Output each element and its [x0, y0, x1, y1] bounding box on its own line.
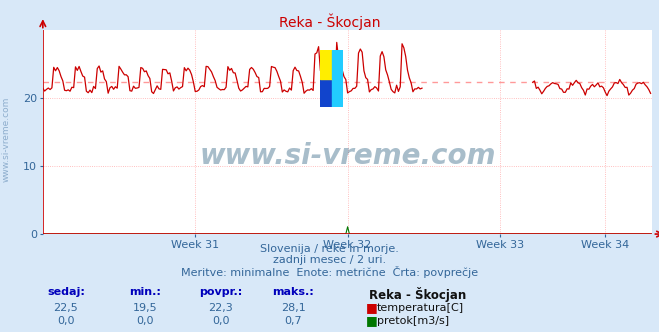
Text: sedaj:: sedaj: — [47, 287, 85, 297]
Text: 19,5: 19,5 — [132, 303, 158, 313]
Text: www.si-vreme.com: www.si-vreme.com — [1, 97, 11, 182]
Text: www.si-vreme.com: www.si-vreme.com — [200, 142, 496, 170]
Text: 22,5: 22,5 — [53, 303, 78, 313]
Text: pretok[m3/s]: pretok[m3/s] — [377, 316, 449, 326]
Bar — [320, 50, 331, 79]
Text: zadnji mesec / 2 uri.: zadnji mesec / 2 uri. — [273, 255, 386, 265]
Text: temperatura[C]: temperatura[C] — [377, 303, 464, 313]
Text: 0,0: 0,0 — [57, 316, 74, 326]
Bar — [320, 79, 331, 108]
Text: 0,0: 0,0 — [136, 316, 154, 326]
Text: 0,0: 0,0 — [212, 316, 229, 326]
Bar — [331, 79, 343, 108]
Text: 28,1: 28,1 — [281, 303, 306, 313]
Text: povpr.:: povpr.: — [199, 287, 243, 297]
Text: Reka - Škocjan: Reka - Škocjan — [279, 13, 380, 30]
Text: ■: ■ — [366, 314, 378, 327]
Text: maks.:: maks.: — [272, 287, 314, 297]
Text: min.:: min.: — [129, 287, 161, 297]
Text: ■: ■ — [366, 301, 378, 314]
Text: Meritve: minimalne  Enote: metrične  Črta: povprečje: Meritve: minimalne Enote: metrične Črta:… — [181, 266, 478, 278]
Text: Slovenija / reke in morje.: Slovenija / reke in morje. — [260, 244, 399, 254]
Text: Reka - Škocjan: Reka - Škocjan — [369, 287, 467, 302]
Bar — [331, 50, 343, 79]
Text: 22,3: 22,3 — [208, 303, 233, 313]
Text: 0,7: 0,7 — [285, 316, 302, 326]
